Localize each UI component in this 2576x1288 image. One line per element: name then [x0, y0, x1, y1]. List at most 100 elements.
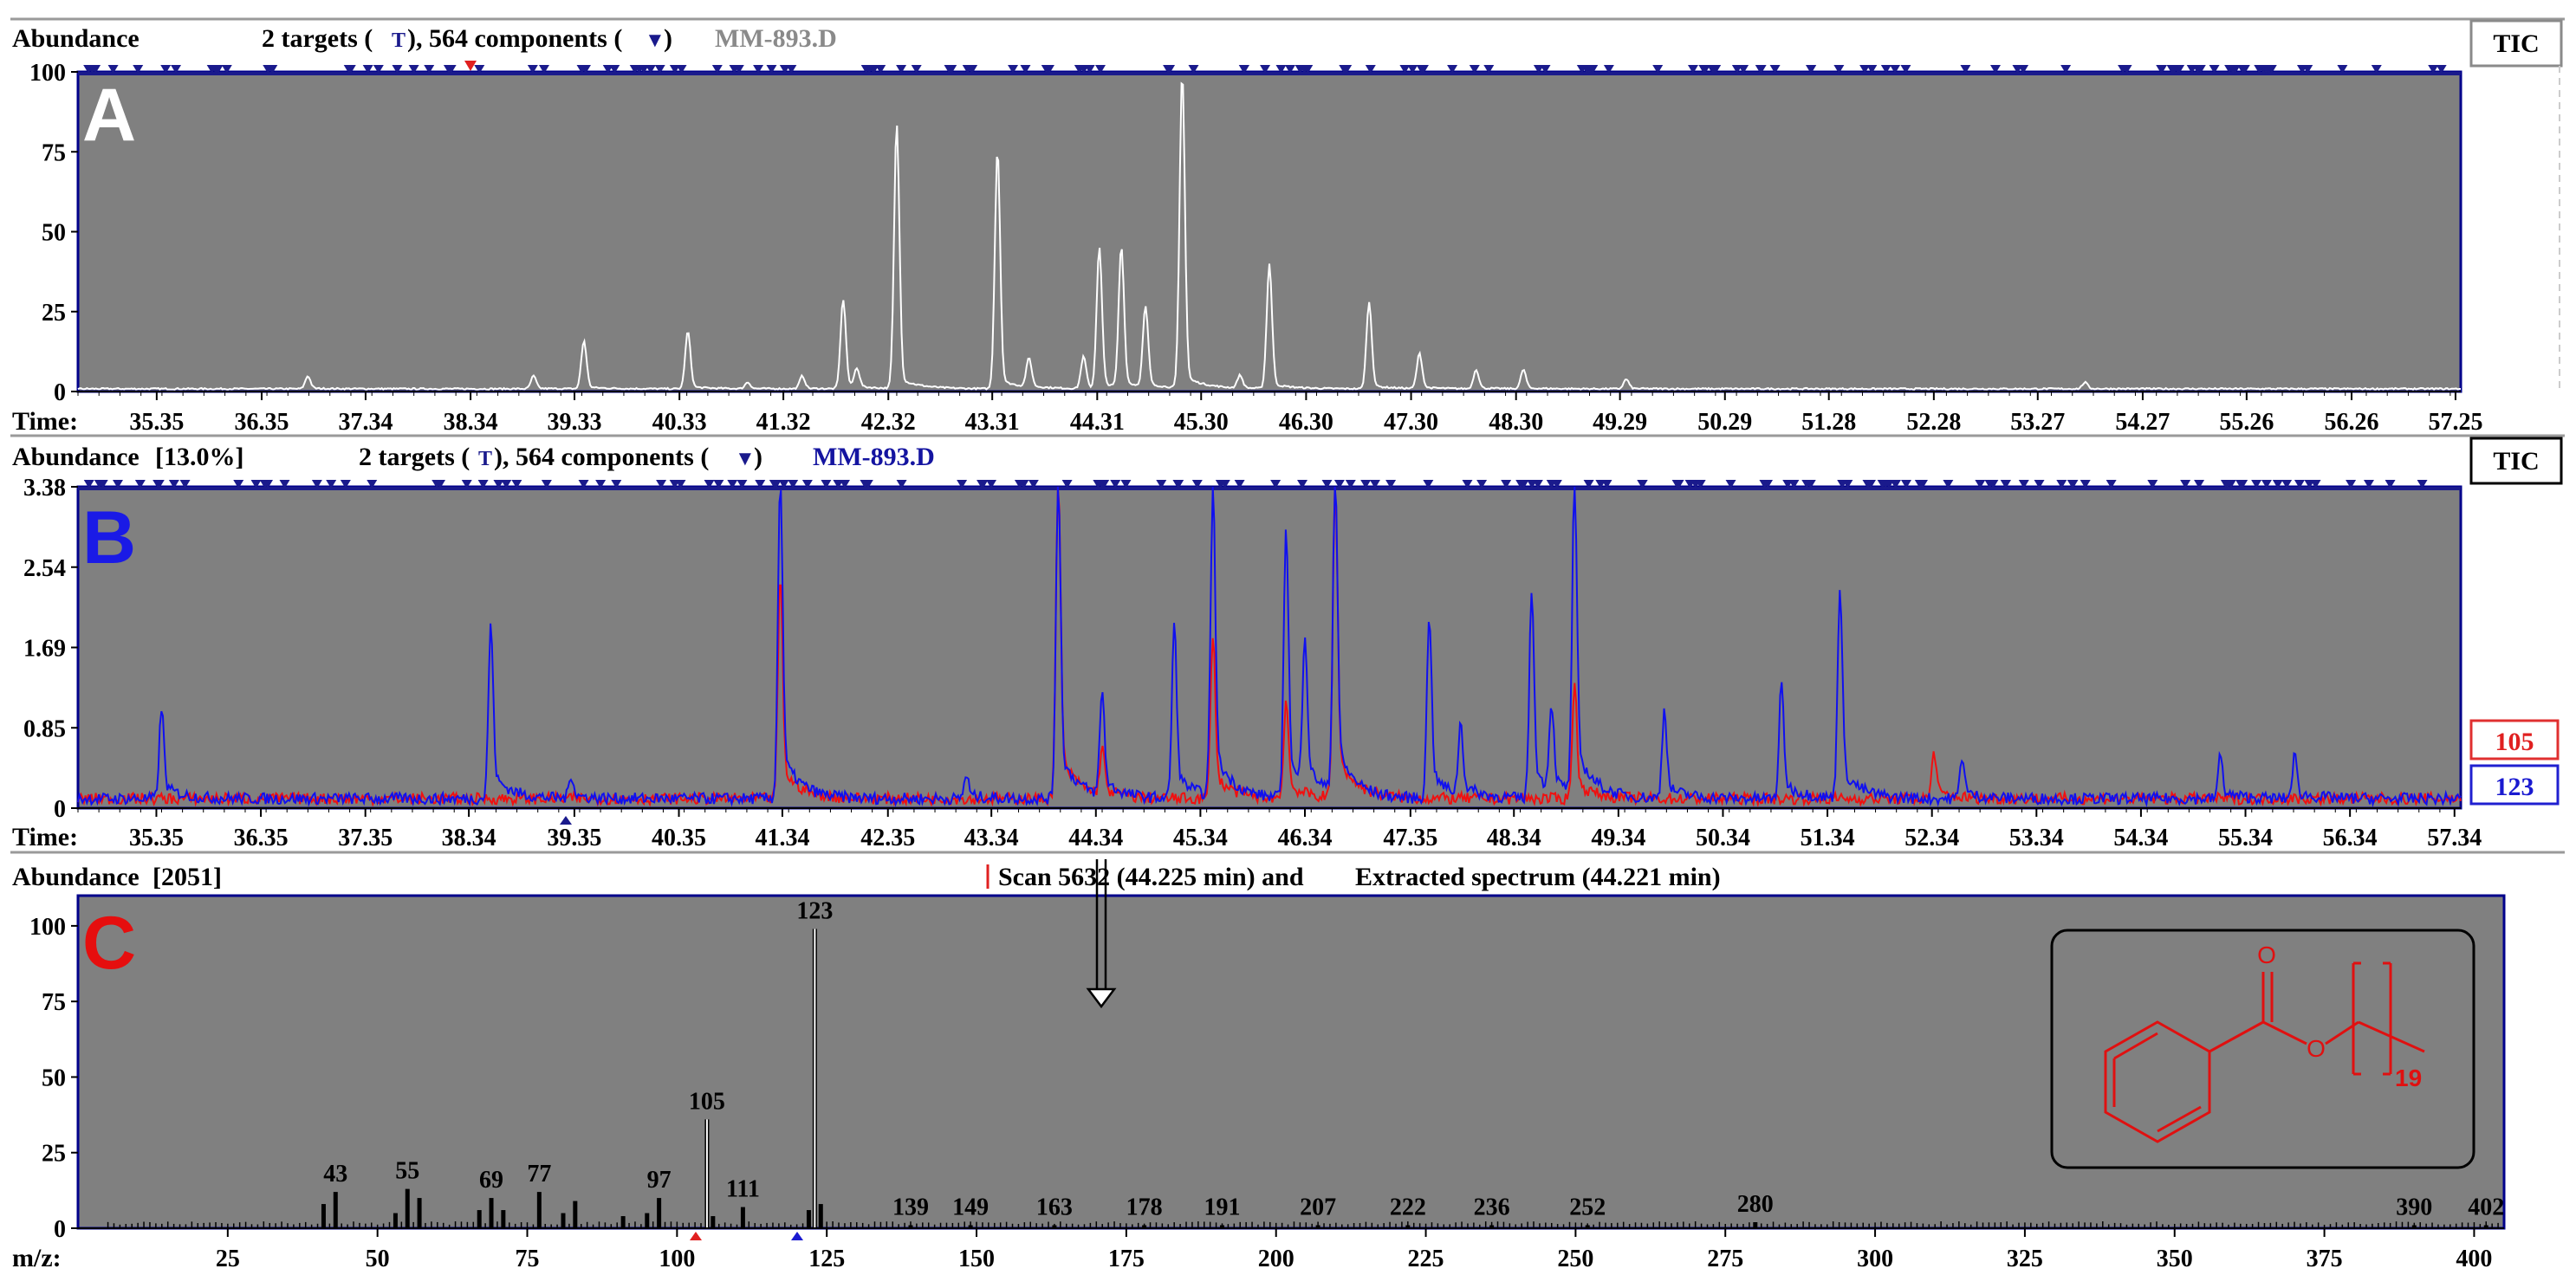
component-marker[interactable] [1234, 480, 1245, 489]
component-marker[interactable] [1416, 65, 1427, 74]
component-marker[interactable] [408, 65, 419, 74]
component-marker[interactable] [1725, 480, 1736, 489]
component-marker[interactable] [1163, 65, 1174, 74]
legend-ion-105[interactable] [2469, 719, 2560, 761]
component-marker[interactable] [435, 480, 446, 489]
component-marker[interactable] [669, 65, 680, 74]
component-marker[interactable] [83, 480, 94, 489]
component-marker[interactable] [1698, 65, 1710, 74]
component-marker[interactable] [1385, 480, 1397, 489]
component-marker[interactable] [1191, 480, 1203, 489]
component-marker[interactable] [511, 480, 522, 489]
component-marker[interactable] [1297, 480, 1308, 489]
component-marker[interactable] [1339, 65, 1350, 74]
component-marker[interactable] [340, 480, 351, 489]
component-marker[interactable] [373, 65, 384, 74]
component-marker[interactable] [801, 480, 813, 489]
component-marker[interactable] [1043, 65, 1054, 74]
component-marker[interactable] [1788, 480, 1800, 489]
panel-a-tic-box[interactable] [2469, 19, 2563, 68]
component-marker[interactable] [1260, 65, 1271, 74]
component-marker[interactable] [896, 65, 907, 74]
panel-a-targets-icon[interactable]: T [392, 29, 406, 52]
component-marker[interactable] [1914, 480, 1925, 489]
component-marker[interactable] [179, 480, 191, 489]
component-marker[interactable] [2251, 480, 2262, 489]
component-marker[interactable] [1587, 65, 1599, 74]
component-marker[interactable] [477, 480, 489, 489]
component-marker[interactable] [2346, 480, 2357, 489]
component-marker[interactable] [1518, 480, 1529, 489]
component-marker[interactable] [2363, 480, 2374, 489]
component-marker[interactable] [2227, 65, 2238, 74]
component-marker[interactable] [160, 65, 172, 74]
component-marker[interactable] [2254, 65, 2265, 74]
component-marker[interactable] [2222, 480, 2233, 489]
component-marker[interactable] [461, 480, 472, 489]
component-marker[interactable] [2192, 65, 2203, 74]
component-marker[interactable] [611, 480, 622, 489]
component-marker[interactable] [675, 480, 686, 489]
component-marker[interactable] [107, 65, 119, 74]
component-marker[interactable] [2385, 480, 2396, 489]
component-marker[interactable] [1028, 480, 1039, 489]
component-marker[interactable] [2239, 65, 2250, 74]
component-marker[interactable] [957, 480, 968, 489]
component-marker[interactable] [501, 480, 512, 489]
component-marker[interactable] [1637, 480, 1648, 489]
component-marker[interactable] [2060, 65, 2072, 74]
component-marker[interactable] [576, 65, 587, 74]
component-marker[interactable] [1095, 65, 1106, 74]
component-marker[interactable] [2371, 65, 2382, 74]
component-marker[interactable] [1859, 65, 1871, 74]
component-marker[interactable] [1345, 480, 1356, 489]
component-marker[interactable] [1988, 480, 1999, 489]
component-marker[interactable] [2209, 65, 2220, 74]
target-marker[interactable] [560, 816, 572, 825]
component-marker[interactable] [424, 65, 435, 74]
component-marker[interactable] [1583, 480, 1594, 489]
component-marker[interactable] [860, 480, 871, 489]
component-marker[interactable] [786, 65, 797, 74]
component-marker[interactable] [1469, 65, 1480, 74]
component-marker[interactable] [362, 65, 373, 74]
component-marker[interactable] [770, 480, 782, 489]
component-marker[interactable] [639, 65, 650, 74]
component-marker[interactable] [595, 480, 607, 489]
component-marker[interactable] [753, 65, 764, 74]
component-marker[interactable] [713, 480, 724, 489]
component-marker[interactable] [1219, 480, 1230, 489]
component-marker[interactable] [2428, 65, 2439, 74]
component-marker[interactable] [1652, 65, 1664, 74]
component-marker[interactable] [2080, 480, 2091, 489]
panel-b-targets-icon[interactable]: T [478, 448, 492, 470]
component-marker[interactable] [1890, 480, 1901, 489]
component-marker[interactable] [875, 65, 886, 74]
component-marker[interactable] [2118, 65, 2129, 74]
component-marker[interactable] [311, 480, 322, 489]
component-marker[interactable] [279, 480, 290, 489]
component-marker[interactable] [2169, 65, 2180, 74]
component-marker[interactable] [1880, 480, 1891, 489]
component-marker[interactable] [1462, 480, 1473, 489]
component-marker[interactable] [1476, 480, 1488, 489]
component-marker[interactable] [1900, 480, 1911, 489]
panel-b-components-icon[interactable]: ▼ [735, 448, 756, 470]
component-marker[interactable] [704, 480, 715, 489]
component-marker[interactable] [2018, 65, 2029, 74]
component-marker[interactable] [90, 65, 101, 74]
panel-b-plot-area[interactable] [76, 485, 2462, 810]
component-marker[interactable] [711, 65, 723, 74]
component-marker[interactable] [1842, 480, 1853, 489]
component-marker[interactable] [654, 65, 665, 74]
component-marker[interactable] [1540, 65, 1551, 74]
component-marker[interactable] [1960, 65, 1971, 74]
component-marker[interactable] [1769, 65, 1781, 74]
component-marker[interactable] [578, 480, 589, 489]
component-marker[interactable] [392, 65, 403, 74]
component-marker[interactable] [2106, 480, 2117, 489]
component-marker[interactable] [1188, 65, 1199, 74]
component-marker[interactable] [445, 65, 457, 74]
component-marker[interactable] [966, 65, 977, 74]
component-marker[interactable] [97, 480, 108, 489]
